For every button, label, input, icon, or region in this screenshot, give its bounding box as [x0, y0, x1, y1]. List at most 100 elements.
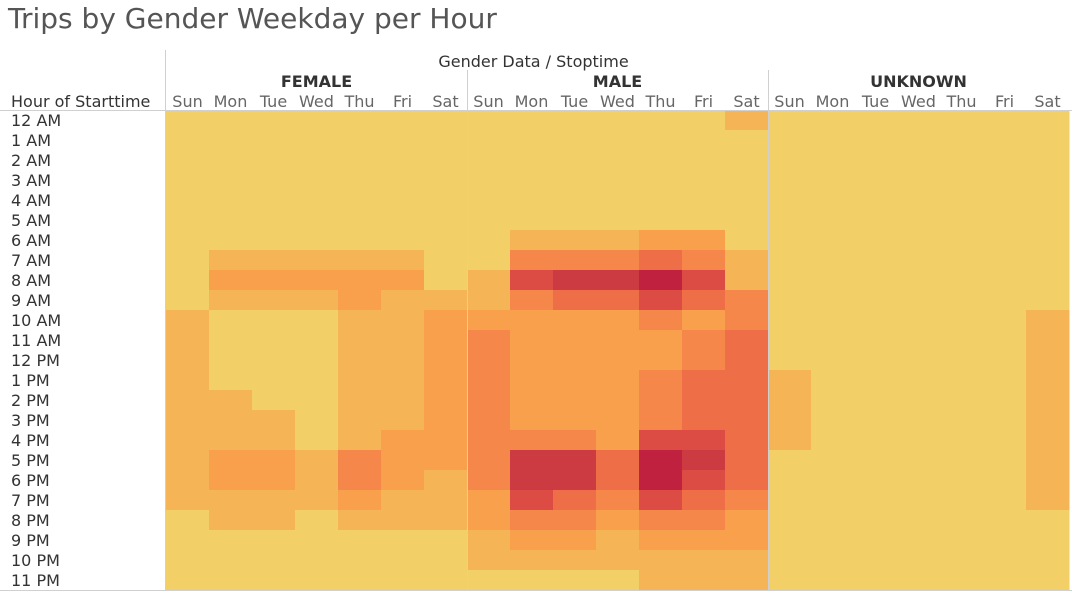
- heatmap-cell-unknown-sat-10-am: [1026, 310, 1070, 331]
- heatmap-cell-male-thu-4-am: [639, 190, 683, 211]
- heatmap-cell-male-tue-7-pm: [553, 490, 597, 511]
- hour-label-2-am: 2 AM: [11, 151, 51, 170]
- heatmap-cell-male-tue-12-pm: [553, 350, 597, 371]
- heatmap-cell-female-wed-7-pm: [295, 490, 339, 511]
- heatmap-cell-unknown-thu-11-pm: [940, 570, 984, 591]
- heatmap-cell-unknown-sun-6-am: [768, 230, 812, 251]
- heatmap-cell-male-fri-12-am: [682, 110, 726, 131]
- heatmap-cell-female-fri-7-pm: [381, 490, 425, 511]
- heatmap-cell-female-sat-12-pm: [424, 350, 468, 371]
- heatmap-cell-male-tue-4-am: [553, 190, 597, 211]
- heatmap-cell-female-sat-7-pm: [424, 490, 468, 511]
- heatmap-cell-male-sun-2-am: [467, 150, 511, 171]
- heatmap-cell-unknown-fri-1-am: [983, 130, 1027, 151]
- heatmap-cell-male-sun-11-am: [467, 330, 511, 351]
- heatmap-cell-unknown-tue-4-pm: [854, 430, 898, 451]
- heatmap-cell-male-tue-3-pm: [553, 410, 597, 431]
- heatmap-cell-female-mon-8-pm: [209, 510, 253, 531]
- heatmap-cell-unknown-sat-11-am: [1026, 330, 1070, 351]
- heatmap-cell-male-mon-7-pm: [510, 490, 554, 511]
- heatmap-cell-male-wed-4-pm: [596, 430, 640, 451]
- heatmap-cell-unknown-wed-2-am: [897, 150, 941, 171]
- heatmap-cell-female-sun-6-pm: [166, 470, 210, 491]
- heatmap-cell-unknown-mon-1-pm: [811, 370, 855, 391]
- heatmap-cell-unknown-sat-3-am: [1026, 170, 1070, 191]
- heatmap-cell-female-wed-2-am: [295, 150, 339, 171]
- heatmap-cell-male-sun-5-am: [467, 210, 511, 231]
- heatmap-cell-unknown-sun-11-pm: [768, 570, 812, 591]
- heatmap-cell-female-wed-2-pm: [295, 390, 339, 411]
- heatmap-cell-male-tue-2-am: [553, 150, 597, 171]
- heatmap-cell-female-fri-5-am: [381, 210, 425, 231]
- heatmap-cell-unknown-sat-6-am: [1026, 230, 1070, 251]
- heatmap-cell-unknown-sun-3-pm: [768, 410, 812, 431]
- heatmap-cell-unknown-thu-3-am: [940, 170, 984, 191]
- heatmap-cell-female-mon-4-am: [209, 190, 253, 211]
- heatmap-cell-female-thu-8-pm: [338, 510, 382, 531]
- heatmap-cell-male-mon-4-pm: [510, 430, 554, 451]
- heatmap-cell-male-sun-3-am: [467, 170, 511, 191]
- heatmap-cell-female-sat-1-pm: [424, 370, 468, 391]
- heatmap-cell-unknown-wed-11-am: [897, 330, 941, 351]
- heatmap-cell-male-thu-8-am: [639, 270, 683, 291]
- heatmap-cell-male-mon-9-am: [510, 290, 554, 311]
- heatmap-cell-male-tue-1-pm: [553, 370, 597, 391]
- heatmap-cell-female-fri-5-pm: [381, 450, 425, 471]
- heatmap-cell-female-wed-8-am: [295, 270, 339, 291]
- day-label-male-thu: Thu: [644, 92, 675, 111]
- heatmap-cell-female-fri-7-am: [381, 250, 425, 271]
- heatmap-cell-unknown-sat-3-pm: [1026, 410, 1070, 431]
- heatmap-cell-male-wed-9-am: [596, 290, 640, 311]
- heatmap-cell-unknown-wed-4-pm: [897, 430, 941, 451]
- heatmap-cell-male-sun-3-pm: [467, 410, 511, 431]
- heatmap-cell-unknown-tue-7-pm: [854, 490, 898, 511]
- heatmap-cell-unknown-fri-8-am: [983, 270, 1027, 291]
- heatmap-cell-female-sun-3-pm: [166, 410, 210, 431]
- heatmap-dividers: [0, 50, 1072, 591]
- heatmap-cell-female-sun-5-pm: [166, 450, 210, 471]
- heatmap-cell-male-thu-3-am: [639, 170, 683, 191]
- heatmap-cell-unknown-tue-5-am: [854, 210, 898, 231]
- heatmap-cell-unknown-sun-2-am: [768, 150, 812, 171]
- heatmap-cell-male-fri-6-am: [682, 230, 726, 251]
- heatmap-cell-female-sat-4-am: [424, 190, 468, 211]
- heatmap-cell-female-thu-3-pm: [338, 410, 382, 431]
- heatmap-cell-unknown-wed-8-am: [897, 270, 941, 291]
- heatmap-cell-male-thu-9-am: [639, 290, 683, 311]
- heatmap-cell-unknown-tue-2-am: [854, 150, 898, 171]
- heatmap-cell-unknown-sun-12-am: [768, 110, 812, 131]
- heatmap-cell-female-sat-10-am: [424, 310, 468, 331]
- heatmap-cell-unknown-wed-4-am: [897, 190, 941, 211]
- heatmap-cell-female-fri-6-pm: [381, 470, 425, 491]
- heatmap-cell-unknown-mon-11-am: [811, 330, 855, 351]
- heatmap-cell-male-wed-6-am: [596, 230, 640, 251]
- heatmap-cell-male-tue-3-am: [553, 170, 597, 191]
- hour-label-12-pm: 12 PM: [11, 351, 60, 370]
- heatmap-cell-unknown-wed-7-pm: [897, 490, 941, 511]
- heatmap-cell-male-fri-9-am: [682, 290, 726, 311]
- heatmap-cell-female-sat-6-pm: [424, 470, 468, 491]
- heatmap-cell-male-tue-5-pm: [553, 450, 597, 471]
- heatmap-cell-unknown-tue-8-pm: [854, 510, 898, 531]
- heatmap-cell-male-fri-3-pm: [682, 410, 726, 431]
- heatmap-cell-female-wed-4-pm: [295, 430, 339, 451]
- heatmap-cell-unknown-wed-1-am: [897, 130, 941, 151]
- heatmap-cell-female-fri-8-am: [381, 270, 425, 291]
- heatmap-cell-unknown-sat-12-am: [1026, 110, 1070, 131]
- heatmap-cell-female-mon-1-pm: [209, 370, 253, 391]
- heatmap-cell-male-thu-9-pm: [639, 530, 683, 551]
- heatmap-cell-unknown-mon-2-am: [811, 150, 855, 171]
- heatmap-cell-male-fri-2-pm: [682, 390, 726, 411]
- heatmap-cell-male-sat-8-pm: [725, 510, 769, 531]
- hour-label-3-pm: 3 PM: [11, 411, 50, 430]
- day-label-male-sat: Sat: [733, 92, 759, 111]
- heatmap-cell-male-mon-8-am: [510, 270, 554, 291]
- heatmap-cell-male-sat-7-pm: [725, 490, 769, 511]
- heatmap-cell-female-tue-1-pm: [252, 370, 296, 391]
- heatmap-cell-unknown-fri-7-am: [983, 250, 1027, 271]
- day-label-unknown-thu: Thu: [945, 92, 976, 111]
- heatmap-cell-female-mon-9-pm: [209, 530, 253, 551]
- heatmap-cell-male-sat-3-pm: [725, 410, 769, 431]
- heatmap-cell-male-fri-11-am: [682, 330, 726, 351]
- day-label-female-sun: Sun: [172, 92, 202, 111]
